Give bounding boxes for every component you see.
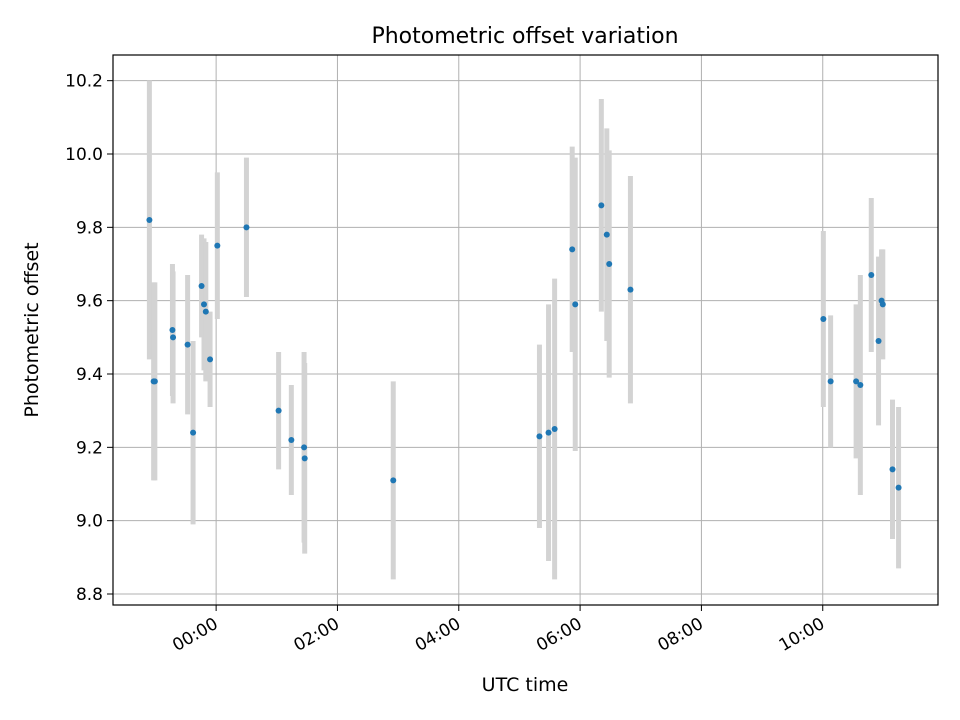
data-point <box>820 316 827 322</box>
data-point <box>536 433 543 440</box>
data-point <box>243 224 250 231</box>
y-tick-label: 9.4 <box>76 365 103 385</box>
data-point <box>572 301 579 308</box>
data-point <box>827 378 834 385</box>
data-point <box>275 407 282 414</box>
data-point <box>390 477 397 484</box>
data-point <box>288 437 295 443</box>
data-point <box>214 242 221 249</box>
data-point <box>857 382 864 388</box>
data-point <box>551 426 558 432</box>
y-tick-label: 10.2 <box>65 72 103 92</box>
data-point <box>151 378 158 385</box>
y-axis-label: Photometric offset <box>21 242 43 417</box>
data-point <box>545 429 552 436</box>
y-tick-label: 9.6 <box>76 292 103 312</box>
data-point <box>200 301 207 308</box>
data-point <box>853 378 860 385</box>
data-point <box>598 202 605 209</box>
data-point <box>301 455 308 462</box>
data-point <box>569 246 576 253</box>
data-point <box>301 444 308 451</box>
y-tick-label: 9.2 <box>76 438 103 458</box>
data-points <box>146 202 902 491</box>
chart-title: Photometric offset variation <box>371 24 678 49</box>
data-point <box>606 261 613 267</box>
data-point <box>889 466 896 473</box>
y-tick-label: 8.8 <box>76 585 103 605</box>
data-point <box>875 338 882 344</box>
data-point <box>603 231 610 238</box>
plot-frame <box>112 54 939 606</box>
data-point <box>207 356 214 363</box>
data-point <box>184 341 191 348</box>
data-point <box>627 286 634 293</box>
data-point <box>895 484 902 491</box>
data-point <box>879 301 886 308</box>
data-point <box>190 429 197 436</box>
y-tick-label: 9.0 <box>76 512 103 532</box>
data-point <box>868 272 875 278</box>
data-point <box>170 334 177 341</box>
data-point <box>169 327 176 333</box>
data-point <box>146 217 153 223</box>
y-tick-label: 9.8 <box>76 218 103 238</box>
y-tick-label: 10.0 <box>65 145 103 165</box>
data-point <box>198 283 205 289</box>
data-point <box>202 308 209 315</box>
x-axis-label: UTC time <box>482 674 569 696</box>
